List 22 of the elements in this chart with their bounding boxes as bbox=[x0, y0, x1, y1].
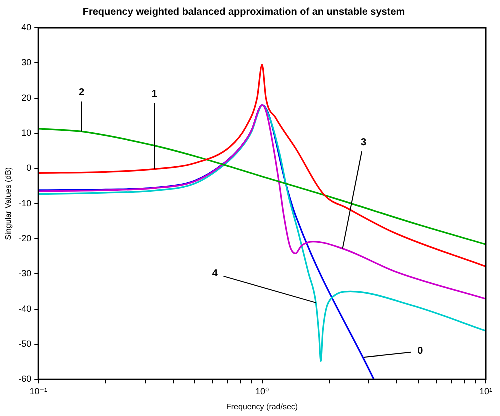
y-tick-label: -60 bbox=[18, 374, 32, 384]
annotation: 3 bbox=[361, 138, 368, 149]
annotation: 1 bbox=[152, 89, 158, 100]
y-tick-label: 20 bbox=[22, 92, 32, 103]
annotation: 2 bbox=[79, 87, 86, 98]
x-axis-title: Frequency (rad/sec) bbox=[226, 402, 298, 412]
y-tick-label: 10 bbox=[22, 128, 32, 138]
y-tick-label: 30 bbox=[22, 58, 32, 68]
y-tick-label: -20 bbox=[18, 233, 32, 244]
x-tick-label: 10⁻¹ bbox=[30, 386, 48, 396]
y-axis-title: Singular Values (dB) bbox=[4, 167, 14, 240]
annotation: 0 bbox=[418, 346, 424, 358]
x-tick-label: 10¹ bbox=[479, 386, 493, 396]
y-tick-label: -50 bbox=[18, 338, 32, 349]
chart-title: Frequency weighted balanced approximation of an unstable system bbox=[82, 6, 406, 18]
y-tick-label: -30 bbox=[18, 268, 32, 279]
annotation: 4 bbox=[212, 268, 218, 280]
y-tick-label: -10 bbox=[18, 198, 32, 208]
x-tick-label: 10⁰ bbox=[255, 386, 270, 396]
y-tick-label: 0 bbox=[26, 163, 32, 174]
y-tick-label: 40 bbox=[22, 22, 32, 32]
y-tick-label: -40 bbox=[18, 304, 32, 314]
